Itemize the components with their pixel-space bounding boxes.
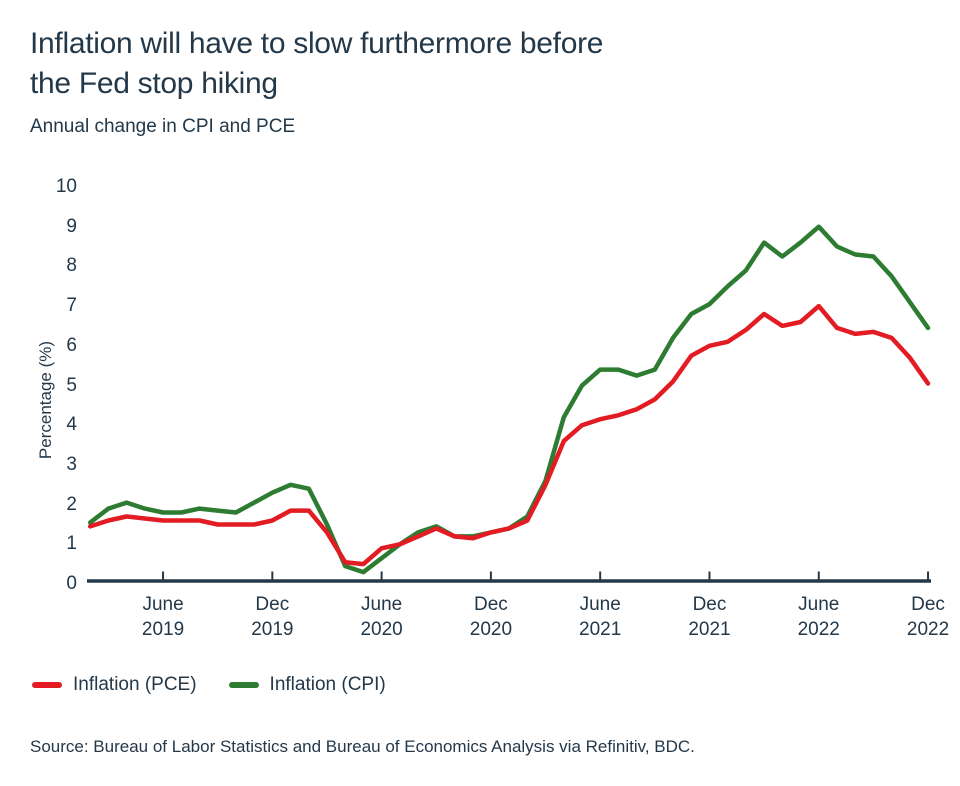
chart-title-line2: the Fed stop hiking — [30, 67, 278, 100]
y-tick-label: 1 — [66, 533, 77, 555]
source-note: Source: Bureau of Labor Statistics and B… — [30, 737, 695, 756]
x-tick-year: 2019 — [251, 619, 294, 640]
x-tick-year: 2019 — [141, 619, 185, 640]
x-tick-year: 2021 — [579, 619, 622, 640]
y-tick-label: 6 — [66, 334, 77, 356]
chart-title-line1: Inflation will have to slow furthermore … — [30, 27, 604, 60]
x-tick-year: 2020 — [360, 619, 403, 640]
x-tick-label: June 2019 — [118, 592, 208, 642]
legend-swatch-cpi — [228, 681, 259, 689]
legend-item-pce: Inflation (PCE) — [32, 674, 197, 696]
legend-label-cpi: Inflation (CPI) — [269, 674, 386, 695]
y-tick-label: 4 — [66, 414, 77, 436]
line-series-pce — [87, 303, 931, 567]
chart-subtitle: Annual change in CPI and PCE — [30, 116, 296, 137]
x-tick-label: Dec 2022 — [883, 592, 960, 642]
x-tick-year: 2021 — [688, 619, 731, 640]
x-tick-month: June — [798, 594, 840, 615]
x-tick-label: June 2022 — [774, 592, 864, 642]
x-tick-label: Dec 2021 — [664, 592, 754, 642]
y-tick-label: 3 — [66, 453, 77, 475]
x-tick-year: 2022 — [797, 619, 840, 640]
y-tick-label: 9 — [66, 215, 77, 237]
y-tick-label: 8 — [66, 255, 77, 277]
x-tick-year: 2022 — [906, 619, 950, 640]
y-tick-label: 10 — [55, 176, 77, 197]
chart-legend: Inflation (PCE) Inflation (CPI) — [32, 671, 386, 699]
x-tick-month: Dec — [911, 594, 945, 615]
legend-label-pce: Inflation (PCE) — [73, 674, 197, 695]
line-series-cpi — [87, 224, 931, 575]
x-tick-label: Dec 2020 — [446, 592, 536, 642]
y-tick-label: 7 — [66, 295, 77, 317]
y-tick-label: 2 — [66, 493, 77, 515]
x-tick-year: 2020 — [469, 619, 513, 640]
y-axis-title: Percentage (%) — [36, 340, 55, 460]
legend-swatch-pce — [32, 681, 62, 689]
x-tick-month: June — [361, 594, 403, 615]
x-tick-month: Dec — [474, 594, 508, 615]
x-tick-label: June 2021 — [555, 592, 645, 642]
x-tick-month: June — [579, 594, 621, 615]
x-tick-month: Dec — [255, 594, 290, 615]
x-tick-month: June — [142, 594, 184, 615]
x-tick-month: Dec — [692, 594, 727, 615]
x-tick-label: Dec 2019 — [227, 592, 317, 642]
chart-title: Inflation will have to slow furthermore … — [30, 24, 603, 104]
legend-item-cpi: Inflation (CPI) — [228, 674, 386, 696]
y-tick-label: 0 — [66, 573, 77, 594]
y-tick-label: 5 — [66, 374, 77, 396]
x-tick-label: June 2020 — [337, 592, 427, 642]
